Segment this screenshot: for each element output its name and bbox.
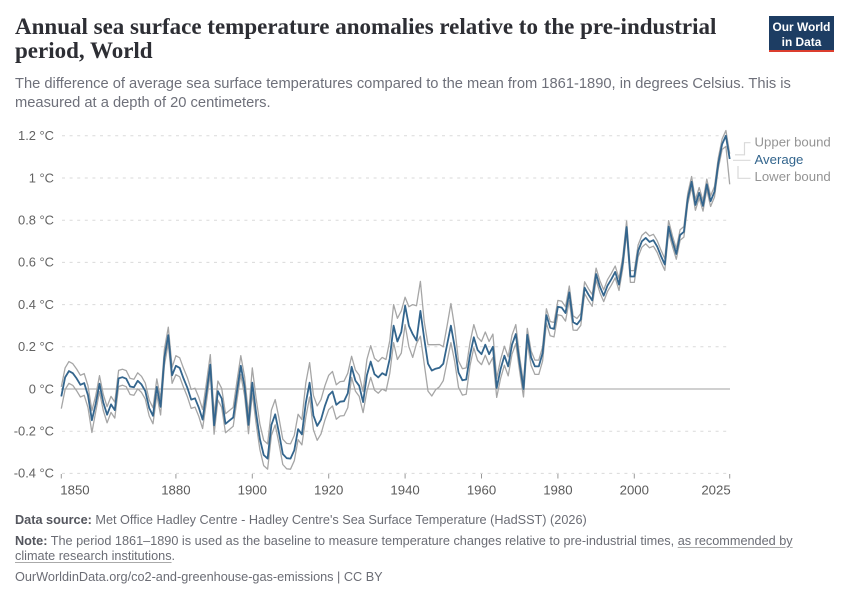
svg-text:1850: 1850 bbox=[60, 483, 89, 498]
svg-text:0.8 °C: 0.8 °C bbox=[18, 213, 54, 228]
svg-text:1900: 1900 bbox=[238, 483, 267, 498]
svg-text:1 °C: 1 °C bbox=[29, 170, 54, 185]
svg-text:1.2 °C: 1.2 °C bbox=[18, 128, 54, 143]
svg-text:2025: 2025 bbox=[701, 483, 730, 498]
svg-text:Average: Average bbox=[755, 152, 804, 167]
svg-text:1940: 1940 bbox=[390, 483, 419, 498]
svg-text:Upper bound: Upper bound bbox=[755, 135, 831, 150]
svg-text:0.2 °C: 0.2 °C bbox=[18, 339, 54, 354]
svg-text:2000: 2000 bbox=[620, 483, 649, 498]
svg-text:0 °C: 0 °C bbox=[29, 381, 54, 396]
svg-text:-0.4 °C: -0.4 °C bbox=[14, 466, 54, 481]
svg-text:0.6 °C: 0.6 °C bbox=[18, 255, 54, 270]
svg-text:1980: 1980 bbox=[543, 483, 572, 498]
svg-text:-0.2 °C: -0.2 °C bbox=[14, 424, 54, 439]
svg-text:1880: 1880 bbox=[161, 483, 190, 498]
svg-text:1920: 1920 bbox=[314, 483, 343, 498]
svg-text:Lower bound: Lower bound bbox=[755, 169, 831, 184]
svg-text:1960: 1960 bbox=[467, 483, 496, 498]
svg-text:0.4 °C: 0.4 °C bbox=[18, 297, 54, 312]
